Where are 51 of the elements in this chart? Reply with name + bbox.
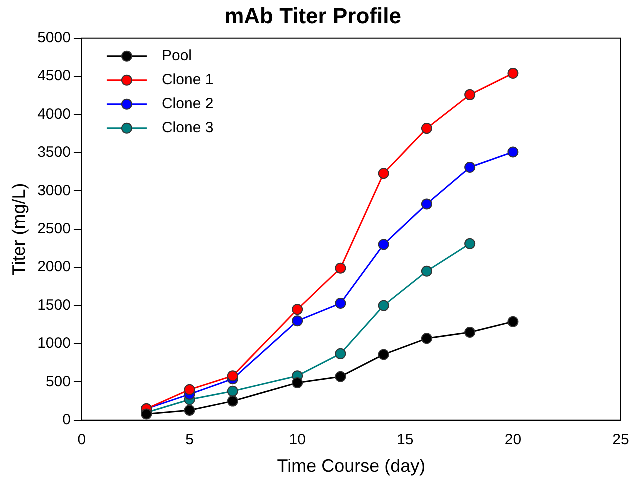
- point: [335, 262, 346, 274]
- point: [421, 333, 432, 344]
- point: [335, 298, 346, 310]
- y-tick-label: 4000: [38, 106, 71, 123]
- point: [508, 316, 519, 328]
- point: [464, 327, 476, 338]
- y-tick-label: 2000: [38, 258, 71, 276]
- legend-label: Pool: [162, 48, 192, 65]
- y-tick-label: 1500: [38, 296, 71, 314]
- point: [421, 198, 432, 210]
- point: [378, 349, 390, 360]
- point: [464, 162, 476, 174]
- point: [464, 238, 476, 250]
- point: [184, 404, 196, 416]
- x-tick-label: 0: [78, 432, 86, 449]
- point: [292, 304, 304, 316]
- x-tick-label: 5: [186, 432, 194, 449]
- point: [508, 68, 519, 80]
- y-tick-label: 4500: [38, 68, 71, 85]
- y-tick-label: 2500: [38, 220, 71, 238]
- point: [227, 386, 238, 397]
- point: [378, 300, 390, 312]
- point: [184, 384, 196, 396]
- x-tick-label: 15: [397, 432, 414, 449]
- point: [421, 123, 432, 134]
- point: [335, 371, 346, 382]
- legend-label: Clone 1: [162, 72, 214, 89]
- point: [378, 168, 390, 180]
- x-axis-title: Time Course (day): [277, 456, 426, 476]
- x-tick-label: 10: [289, 432, 306, 449]
- y-tick-label: 1000: [38, 335, 71, 352]
- point: [292, 316, 304, 327]
- point: [335, 348, 346, 360]
- legend-label: Clone 2: [162, 96, 214, 113]
- point: [227, 370, 238, 382]
- y-tick-label: 5000: [38, 30, 71, 47]
- legend-label: Clone 3: [162, 120, 214, 137]
- point: [464, 89, 476, 100]
- x-tick-label: 25: [612, 432, 630, 449]
- y-tick-label: 500: [46, 373, 71, 390]
- y-tick-label: 3000: [38, 182, 71, 200]
- point: [378, 239, 390, 250]
- y-tick-label: 0: [62, 412, 71, 429]
- point: [292, 377, 304, 388]
- y-axis-title: Titer (mg/L): [8, 183, 29, 276]
- x-tick-label: 20: [504, 432, 522, 449]
- point: [227, 396, 238, 407]
- chart-title: mAb Titer Profile: [224, 3, 402, 28]
- point: [421, 266, 432, 277]
- point: [508, 146, 519, 158]
- y-tick-label: 3500: [38, 144, 71, 162]
